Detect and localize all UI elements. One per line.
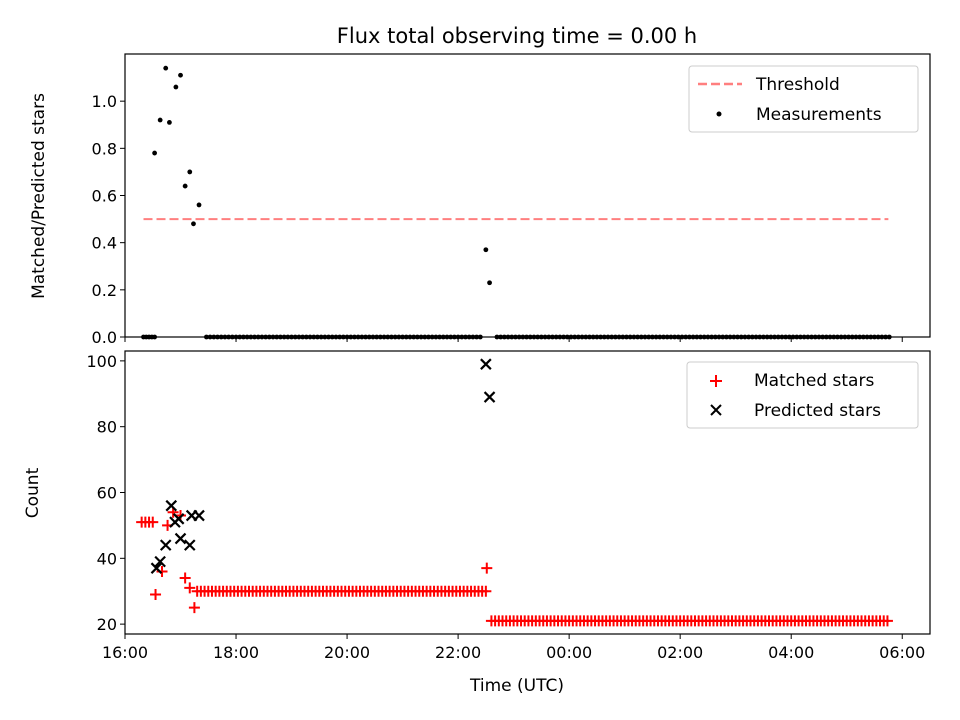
measurement-point [173,84,179,90]
y-tick-label: 0.2 [92,281,117,300]
matched-star-point [481,562,493,574]
matched-star-point [184,582,196,594]
measurement-point [487,280,492,286]
predicted-legend-marker [710,404,722,416]
predicted-star-point [150,562,163,574]
measurement-point [483,247,489,253]
bottom-y-axis-label: Count [23,467,43,518]
predicted-star-point [183,539,196,551]
chart-title: Flux total observing time = 0.00 h [337,24,697,48]
predicted-star-point [165,499,178,512]
measurement-point [152,150,158,156]
x-tick-label: 20:00 [324,643,370,662]
threshold-legend-label: Threshold [755,75,840,95]
y-tick-label: 1.0 [92,92,117,111]
y-tick-label: 0.6 [92,187,117,206]
measurement-point [167,119,172,125]
y-tick-label: 0.0 [92,328,117,347]
predicted-star-point [154,555,166,568]
measurement-point [196,202,202,208]
measurements-legend-label: Measurements [756,105,882,125]
predicted-star-point [483,391,496,403]
matched-star-point [150,589,162,601]
top-legend: Threshold Measurements [688,65,919,133]
x-tick-label: 16:00 [102,643,148,662]
predicted-legend-label: Predicted stars [754,401,881,421]
measurement-point [163,65,169,71]
measurement-point [157,117,163,123]
x-tick-label: 02:00 [657,643,703,662]
x-axis-label: Time (UTC) [469,676,564,696]
bottom-legend-box [686,361,919,429]
predicted-star-point [159,539,172,551]
measurement-point [191,221,196,227]
matched-star-point [188,602,200,614]
predicted-star-point [193,509,205,522]
y-tick-label: 100 [86,352,117,371]
x-tick-label: 06:00 [879,643,925,662]
matched-legend-label: Matched stars [754,371,874,391]
y-tick-label: 0.4 [92,234,117,253]
matched-star-point [480,585,492,597]
top-y-axis-label: Matched/Predicted stars [29,93,49,299]
top-panel: 0.0 0.2 0.4 0.6 0.8 1.0 Matched/Predicted sta… [29,53,931,347]
measurement-point [187,169,193,175]
y-tick-label: 40 [97,549,117,568]
matched-star-point [179,572,191,584]
x-tick-label: 18:00 [213,643,259,662]
x-tick-label: 04:00 [768,643,814,662]
predicted-star-point [480,358,492,370]
matched-star-point [147,516,159,528]
predicted-star-point [174,532,187,545]
measurements-legend-marker [716,111,722,117]
matched-star-point [881,615,893,627]
top-legend-box [688,65,919,133]
x-tick-label: 00:00 [546,643,592,662]
y-tick-label: 60 [97,484,117,503]
y-tick-label: 20 [97,615,117,634]
measurement-point [178,72,183,78]
matched-legend-marker [710,375,722,387]
bottom-legend: Matched stars Predicted stars [686,361,919,429]
y-tick-label: 0.8 [92,139,117,158]
predicted-star-point [172,513,185,525]
y-tick-label: 80 [97,418,117,437]
bottom-panel: 16:00 18:00 20:00 22:00 00:00 02:00 04:00 06:00… [23,350,931,696]
x-tick-label: 22:00 [435,643,481,662]
measurement-point [182,183,188,189]
